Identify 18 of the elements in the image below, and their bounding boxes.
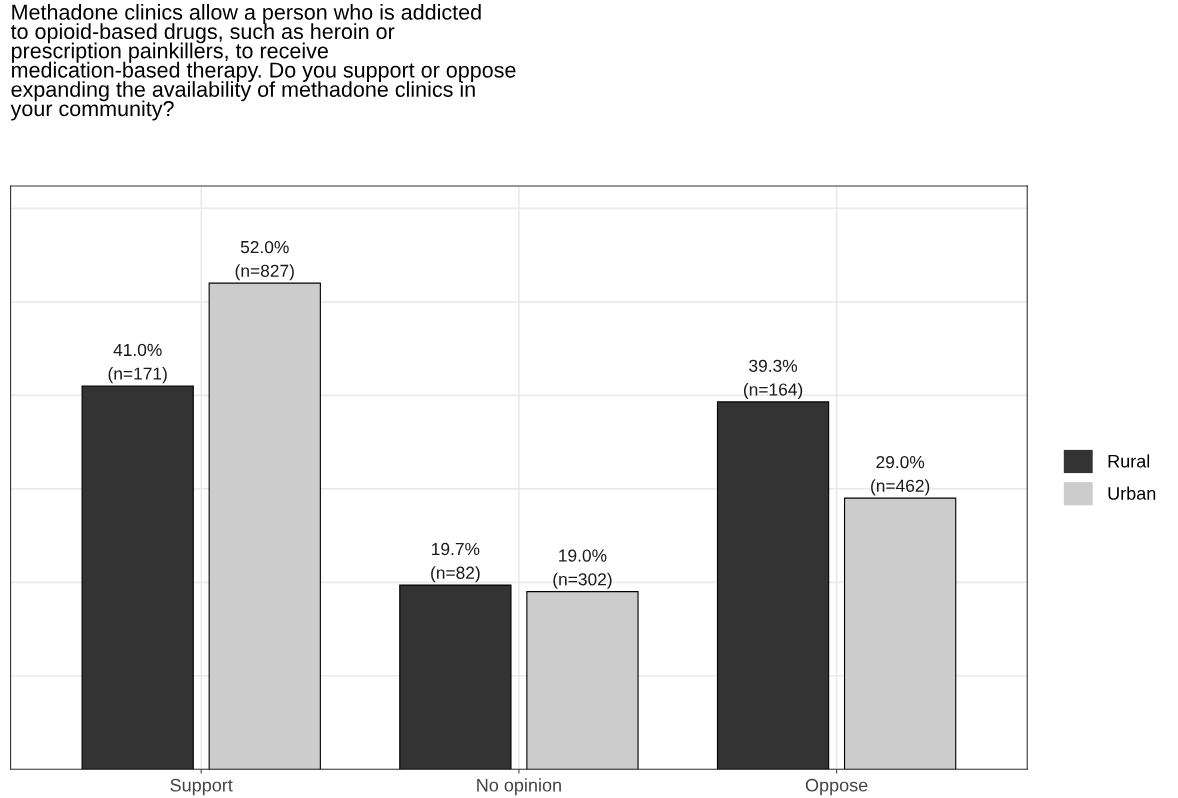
bar: [526, 591, 639, 770]
data-label: 41.0% (n=171): [108, 343, 167, 384]
data-label: 29.0% (n=462): [871, 455, 930, 496]
data-label: 19.0% (n=302): [553, 549, 612, 589]
x-tick-label: No opinion: [477, 778, 561, 796]
x-tick-label: Support: [170, 778, 233, 796]
bar: [208, 282, 321, 770]
data-label: 19.7% (n=82): [431, 542, 480, 583]
bar: [843, 497, 957, 770]
legend-label: Rural: [1108, 454, 1150, 468]
chart-title: Methadone clinics allow a person who is addicted to opioid-based drugs, such as heroin or prescription painkillers, to receive medication-based therapy. Do you support or oppose expanding the availability of methadone clinics in your community?: [10, 3, 516, 121]
data-label: 52.0% (n=827): [235, 240, 294, 281]
bar: [81, 385, 194, 770]
bar: [716, 401, 830, 770]
legend-label: Urban: [1108, 486, 1156, 500]
data-label: 39.3% (n=164): [743, 359, 803, 400]
x-tick-label: Oppose: [805, 778, 868, 796]
bar: [399, 584, 512, 770]
